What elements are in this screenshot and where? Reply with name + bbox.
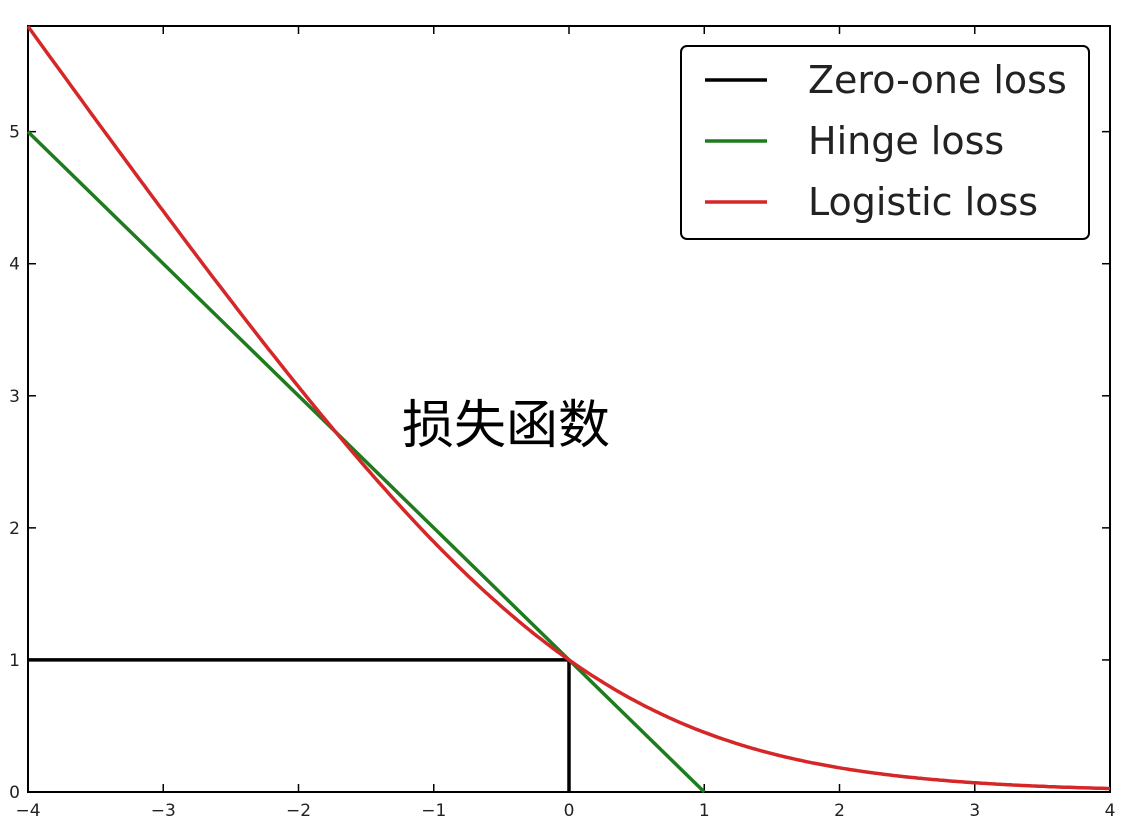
y-tick-label: 1 bbox=[9, 651, 20, 671]
y-tick-label: 5 bbox=[9, 123, 20, 143]
chart-annotation: 损失函数 bbox=[402, 396, 610, 456]
legend-label: Zero-one loss bbox=[808, 58, 1067, 102]
x-tick-label: 2 bbox=[834, 801, 845, 821]
series-layer bbox=[26, 25, 1110, 794]
legend: Zero-one loss Hinge loss Logistic loss bbox=[680, 45, 1090, 240]
x-tick-label: −3 bbox=[151, 801, 176, 821]
x-tick-label: 3 bbox=[969, 801, 980, 821]
x-tick-label: 1 bbox=[699, 801, 710, 821]
axis-ticks: −4 −3 −2 −1 0 1 2 3 4 0 1 2 3 4 5 bbox=[9, 26, 1115, 821]
y-tick-label: 3 bbox=[9, 387, 20, 407]
x-tick-label: 0 bbox=[564, 801, 575, 821]
series-line-logistic-loss bbox=[26, 25, 1110, 791]
y-tick-label: 4 bbox=[9, 255, 20, 275]
legend-box bbox=[680, 45, 1090, 240]
legend-label: Logistic loss bbox=[808, 180, 1038, 224]
series-line-hinge-loss bbox=[26, 130, 706, 794]
y-tick-label: 0 bbox=[9, 783, 20, 803]
x-tick-label: −2 bbox=[286, 801, 311, 821]
x-tick-label: 4 bbox=[1105, 801, 1116, 821]
legend-label: Hinge loss bbox=[808, 119, 1004, 163]
x-tick-label: −1 bbox=[421, 801, 446, 821]
y-tick-label: 2 bbox=[9, 519, 20, 539]
x-tick-label: −4 bbox=[15, 801, 40, 821]
